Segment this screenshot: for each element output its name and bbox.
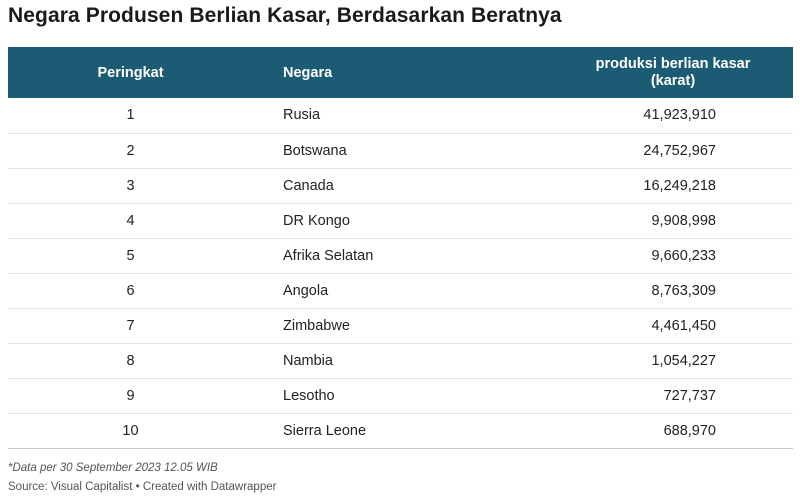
table-row: 9 Lesotho 727,737: [8, 378, 793, 413]
rank-cell: 4: [126, 212, 135, 229]
table-row: 5 Afrika Selatan 9,660,233: [8, 238, 793, 273]
production-cell: 688,970: [663, 422, 716, 439]
country-cell: Sierra Leone: [283, 422, 367, 439]
rank-cell: 6: [126, 282, 135, 299]
table-row: 3 Canada 16,249,218: [8, 168, 793, 203]
country-cell: Lesotho: [283, 387, 335, 404]
rank-cell: 2: [126, 142, 135, 159]
country-cell: DR Kongo: [283, 212, 350, 229]
rank-cell: 8: [126, 352, 135, 369]
table-row: 8 Nambia 1,054,227: [8, 343, 793, 378]
table-row: 10 Sierra Leone 688,970: [8, 413, 793, 448]
production-cell: 1,054,227: [651, 352, 716, 369]
country-cell: Afrika Selatan: [283, 247, 374, 264]
production-cell: 24,752,967: [643, 142, 716, 159]
table-row: 4 DR Kongo 9,908,998: [8, 203, 793, 238]
header-production-line1: produksi berlian kasar: [595, 56, 751, 72]
rank-cell: 7: [126, 317, 135, 334]
production-cell: 4,461,450: [651, 317, 716, 334]
rank-cell: 10: [122, 422, 139, 439]
source-credit: Source: Visual Capitalist • Created with…: [8, 481, 277, 493]
chart-title: Negara Produsen Berlian Kasar, Berdasark…: [8, 4, 562, 27]
production-cell: 41,923,910: [643, 107, 716, 124]
country-cell: Rusia: [283, 107, 321, 124]
country-cell: Zimbabwe: [283, 317, 350, 334]
production-cell: 8,763,309: [651, 282, 716, 299]
country-cell: Angola: [283, 282, 329, 299]
country-cell: Nambia: [283, 352, 333, 369]
table-header-row: Peringkat Negara produksi berlian kasar …: [8, 47, 793, 98]
production-cell: 16,249,218: [643, 177, 716, 194]
diamond-production-table: Peringkat Negara produksi berlian kasar …: [8, 47, 793, 449]
country-cell: Canada: [283, 177, 334, 194]
rank-cell: 1: [126, 107, 135, 124]
header-country[interactable]: Negara: [283, 64, 333, 81]
header-production-line2: (karat): [650, 73, 696, 89]
country-cell: Botswana: [283, 142, 347, 159]
header-production[interactable]: produksi berlian kasar (karat): [553, 47, 793, 98]
production-cell: 9,908,998: [651, 212, 716, 229]
table-row: 2 Botswana 24,752,967: [8, 133, 793, 168]
footnote: *Data per 30 September 2023 12.05 WIB: [8, 462, 218, 474]
table-row: 1 Rusia 41,923,910: [8, 98, 793, 133]
table-row: 6 Angola 8,763,309: [8, 273, 793, 308]
table-body: 1 Rusia 41,923,910 2 Botswana 24,752,967 3 Cana…: [8, 98, 793, 448]
rank-cell: 5: [126, 247, 135, 264]
rank-cell: 9: [126, 387, 135, 404]
header-rank[interactable]: Peringkat: [97, 64, 164, 81]
production-cell: 9,660,233: [651, 247, 716, 264]
production-cell: 727,737: [663, 387, 716, 404]
rank-cell: 3: [126, 177, 135, 194]
table-row: 7 Zimbabwe 4,461,450: [8, 308, 793, 343]
